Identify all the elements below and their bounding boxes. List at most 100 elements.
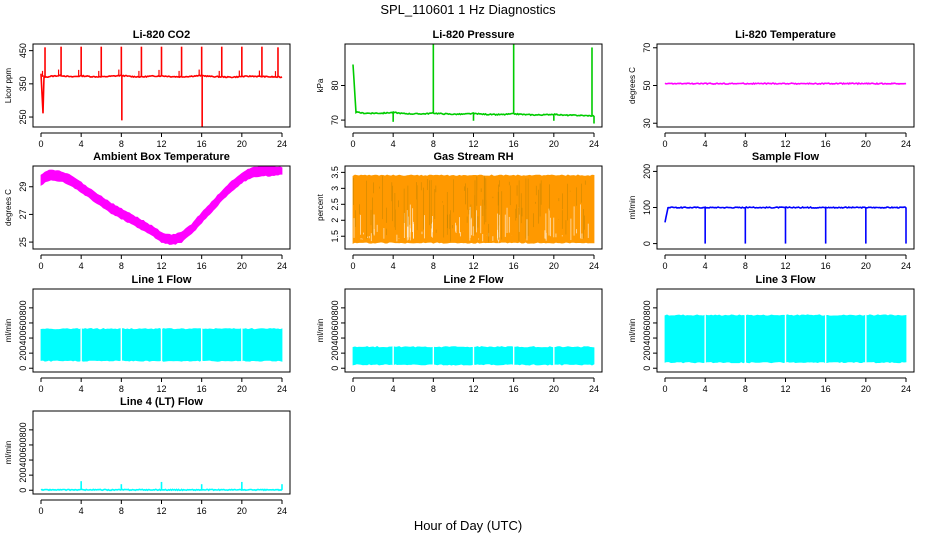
series-line [352, 64, 595, 118]
x-tick-label-4: 16 [509, 139, 519, 149]
x-tick-label-5: 20 [861, 261, 871, 271]
x-tick-label-3: 12 [780, 261, 790, 271]
data-layer [352, 289, 595, 372]
y-axis-label: Licor ppm [4, 68, 13, 103]
y-axis-label: percent [316, 193, 325, 220]
x-tick-label-5: 20 [237, 261, 247, 271]
x-tick-label-2: 8 [431, 384, 436, 394]
x-tick-label-4: 16 [821, 139, 831, 149]
series-line [664, 82, 907, 86]
y-tick-label-2: 400 [330, 331, 340, 346]
x-tick-label-2: 8 [119, 261, 124, 271]
x-tick-label-3: 12 [156, 506, 166, 516]
y-axis-label: ml/min [4, 441, 13, 465]
x-tick-label-6: 24 [277, 506, 287, 516]
y-tick-label-1: 100 [642, 200, 652, 215]
x-tick-label-0: 0 [350, 261, 355, 271]
data-layer [40, 46, 283, 127]
x-tick-label-5: 20 [549, 139, 559, 149]
y-tick-label-0: 0 [18, 366, 28, 371]
x-tick-label-0: 0 [38, 261, 43, 271]
x-tick-label-2: 8 [431, 139, 436, 149]
x-tick-label-5: 20 [237, 384, 247, 394]
data-layer [352, 174, 595, 244]
plot-frame [656, 43, 915, 128]
x-tick-label-6: 24 [277, 261, 287, 271]
x-tick-label-1: 4 [79, 261, 84, 271]
panel-title: Ambient Box Temperature [93, 151, 230, 163]
x-tick-label-5: 20 [549, 384, 559, 394]
x-tick-label-6: 24 [589, 384, 599, 394]
x-tick-label-0: 0 [38, 506, 43, 516]
y-tick-label-1: 50 [642, 80, 652, 90]
data-layer [40, 481, 283, 492]
x-tick-label-4: 16 [509, 384, 519, 394]
x-tick-label-5: 20 [861, 384, 871, 394]
x-tick-label-6: 24 [589, 139, 599, 149]
panel-title: Gas Stream RH [433, 151, 513, 163]
x-tick-label-5: 20 [861, 139, 871, 149]
y-tick-label-4: 800 [18, 300, 28, 315]
panel-ambient-temp: Ambient Box Temperature 25 27 29 0 4 8 12 16 20 24… [4, 151, 291, 271]
y-tick-label-1: 200 [18, 468, 28, 483]
y-tick-label-1: 350 [18, 76, 28, 91]
y-axis-label: kPa [316, 78, 325, 92]
plot-frame [32, 410, 291, 495]
y-tick-label-3: 3 [330, 186, 340, 191]
x-tick-label-4: 16 [509, 261, 519, 271]
panel-title: Line 3 Flow [756, 274, 816, 286]
y-tick-label-0: 70 [330, 115, 340, 125]
x-tick-label-6: 24 [277, 384, 287, 394]
x-tick-label-0: 0 [350, 384, 355, 394]
x-tick-label-2: 8 [431, 261, 436, 271]
x-tick-label-2: 8 [743, 384, 748, 394]
y-tick-label-2: 400 [642, 331, 652, 346]
y-tick-label-0: 30 [642, 118, 652, 128]
panel-title: Line 1 Flow [132, 274, 192, 286]
series-line [40, 73, 283, 114]
figure-title: SPL_110601 1 Hz Diagnostics [380, 2, 556, 17]
x-tick-label-4: 16 [821, 261, 831, 271]
y-tick-label-1: 200 [642, 346, 652, 361]
x-tick-label-1: 4 [391, 384, 396, 394]
x-tick-label-1: 4 [79, 139, 84, 149]
y-tick-label-4: 3.5 [330, 166, 340, 179]
x-tick-label-2: 8 [119, 139, 124, 149]
data-layer [664, 289, 907, 372]
y-tick-label-1: 2 [330, 218, 340, 223]
x-tick-label-2: 8 [743, 261, 748, 271]
y-tick-label-1: 200 [330, 346, 340, 361]
y-tick-label-0: 250 [18, 110, 28, 125]
y-axis-label: ml/min [316, 319, 325, 343]
panel-sample-flow: Sample Flow 0 100 200 0 4 8 12 16 20 24 ml/min [628, 151, 915, 271]
x-tick-label-6: 24 [901, 261, 911, 271]
y-tick-label-1: 80 [330, 80, 340, 90]
y-axis-label: degrees C [4, 189, 13, 226]
x-tick-label-3: 12 [156, 261, 166, 271]
panel-title: Line 2 Flow [444, 274, 504, 286]
x-tick-label-1: 4 [703, 261, 708, 271]
y-tick-label-2: 400 [18, 331, 28, 346]
y-tick-label-2: 400 [18, 453, 28, 468]
x-tick-label-0: 0 [38, 139, 43, 149]
x-tick-label-5: 20 [549, 261, 559, 271]
data-layer [664, 82, 907, 86]
panel-licor-temp: Li-820 Temperature 30 50 70 0 4 8 12 16 20 24 degre… [628, 29, 915, 149]
x-tick-label-2: 8 [119, 506, 124, 516]
y-tick-label-1: 200 [18, 346, 28, 361]
x-tick-label-3: 12 [468, 384, 478, 394]
x-tick-label-6: 24 [277, 139, 287, 149]
panel-title: Line 4 (LT) Flow [120, 396, 203, 408]
x-tick-label-3: 12 [468, 261, 478, 271]
x-tick-label-4: 16 [197, 139, 207, 149]
y-tick-label-0: 0 [642, 366, 652, 371]
y-tick-label-3: 600 [330, 315, 340, 330]
x-tick-label-3: 12 [156, 384, 166, 394]
y-tick-label-3: 600 [18, 315, 28, 330]
x-tick-label-1: 4 [391, 139, 396, 149]
x-tick-label-0: 0 [662, 139, 667, 149]
x-tick-label-2: 8 [743, 139, 748, 149]
y-tick-label-4: 800 [642, 300, 652, 315]
x-tick-label-4: 16 [197, 506, 207, 516]
